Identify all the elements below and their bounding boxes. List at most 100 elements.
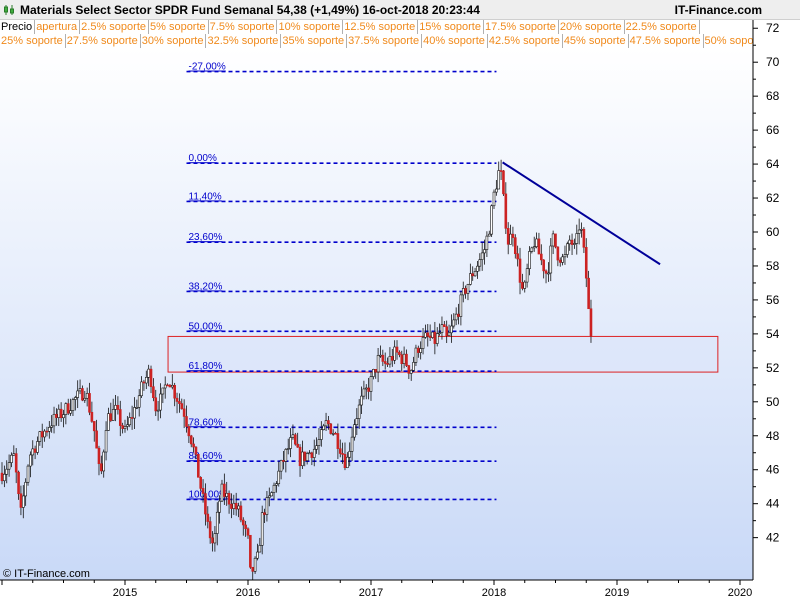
legend-item[interactable]: 30% soporte [141, 34, 207, 48]
legend-item[interactable]: 20% soporte [559, 20, 625, 34]
candle-body [343, 454, 347, 468]
candle-body [445, 326, 448, 337]
candle-body [327, 420, 330, 425]
candle-body [211, 537, 214, 544]
candle-body [357, 404, 361, 419]
candle-body [367, 387, 370, 392]
candle-body [518, 258, 522, 283]
candle-body [83, 397, 87, 401]
candle-body [71, 399, 75, 411]
candle-body [187, 426, 191, 437]
candle-body [282, 460, 285, 462]
candle-body [204, 493, 207, 515]
candle-body [163, 384, 167, 389]
candle-body [447, 332, 451, 337]
fib-level-label: 23,60% [189, 232, 223, 243]
candle-body [272, 484, 276, 493]
legend-item[interactable]: 5% soporte [149, 20, 209, 34]
candle-body [530, 247, 534, 252]
candle-body [118, 409, 122, 426]
candle-body [62, 414, 65, 419]
candle-body [81, 388, 84, 401]
candle-body [52, 413, 56, 427]
candle-body [249, 534, 252, 568]
legend-item[interactable]: 45% soporte [563, 34, 629, 48]
candle-body [549, 245, 553, 274]
y-tick-label: 64 [766, 157, 780, 171]
candle-body [338, 448, 342, 454]
legend-item[interactable]: 35% soporte [281, 34, 348, 48]
candle-body [438, 332, 441, 334]
candle-body [509, 233, 512, 245]
y-tick-label: 56 [766, 293, 780, 307]
candle-body [331, 432, 335, 435]
candle-body [90, 411, 94, 422]
candle-body [417, 347, 420, 353]
legend-item[interactable]: apertura [35, 20, 81, 34]
candle-body [483, 249, 486, 254]
candle-body [296, 443, 299, 448]
candle-body [267, 495, 271, 498]
fib-level-label: -27,00% [189, 62, 226, 73]
candle-body [294, 434, 297, 445]
legend-item[interactable]: 47.5% soporte [629, 34, 704, 48]
candle-body [386, 363, 389, 365]
candle-body [19, 493, 23, 508]
legend-item[interactable]: 32.5% soporte [206, 34, 282, 48]
candle-body [239, 505, 243, 521]
candle-body [464, 288, 467, 294]
candle-body [289, 437, 292, 449]
candle-body [532, 246, 536, 249]
legend-item[interactable]: 25% soporte [0, 34, 66, 48]
candle-body [310, 452, 314, 458]
legend-item[interactable]: 27.5% soporte [66, 34, 141, 48]
candle-body [469, 273, 472, 285]
brand-label: IT-Finance.com [674, 3, 762, 17]
candle-body [133, 407, 136, 419]
candle-body [12, 453, 16, 456]
candle-body [350, 436, 354, 452]
candle-body [265, 497, 269, 515]
candle-body [128, 417, 132, 426]
legend-item[interactable]: 15% soporte [418, 20, 484, 34]
candle-body [232, 502, 236, 509]
candle-body [88, 393, 91, 413]
candle-body [104, 430, 108, 453]
candle-body [390, 356, 394, 361]
legend-item[interactable]: Precio [0, 20, 36, 34]
candle-body [298, 446, 302, 467]
candle-body [220, 483, 224, 502]
legend-item[interactable]: 10% soporte [277, 20, 344, 34]
legend-item[interactable]: 37.5% soporte [347, 34, 423, 48]
candle-body [10, 454, 13, 463]
legend-item[interactable]: 22.5% soporte [625, 20, 700, 34]
candle-body [21, 495, 25, 508]
x-tick-label: 2018 [482, 587, 506, 599]
candle-body [213, 533, 217, 544]
candle-body [542, 259, 545, 272]
candle-body [17, 471, 20, 495]
candle-body [29, 454, 32, 467]
candle-body [450, 325, 453, 334]
candle-body [566, 243, 569, 255]
legend-item[interactable]: 2.5% soporte [80, 20, 149, 34]
fib-level-label: 38,20% [189, 281, 223, 292]
legend-item[interactable]: 40% soporte [422, 34, 488, 48]
legend-item[interactable]: 17.5% soporte [484, 20, 559, 34]
candle-body [26, 465, 30, 483]
candle-body [317, 439, 321, 446]
legend-item[interactable]: 7.5% soporte [209, 20, 278, 34]
indicator-legend-row-1: Precio apertura 2.5% soporte 5% soporte 7.5%… [0, 20, 753, 34]
candle-body [43, 430, 46, 438]
candle-body [149, 368, 153, 388]
candle-body [334, 432, 337, 435]
candle-body [180, 403, 184, 410]
candle-body [156, 409, 160, 412]
candle-body [435, 333, 439, 344]
legend-item[interactable]: 42.5% soporte [488, 34, 563, 48]
candle-body [305, 453, 309, 461]
legend-item[interactable]: 50% soporte [704, 34, 753, 48]
y-tick-label: 48 [766, 429, 780, 443]
legend-item[interactable]: 12.5% soporte [343, 20, 419, 34]
candle-body [485, 235, 489, 250]
